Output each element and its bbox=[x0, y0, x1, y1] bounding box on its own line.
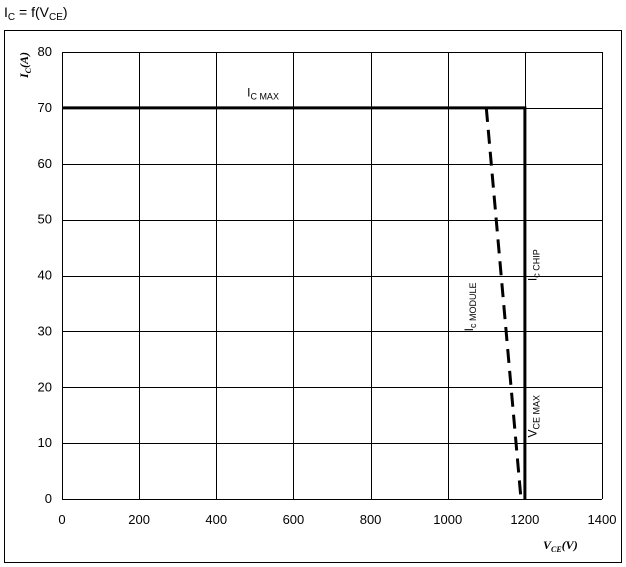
y-tick-label-1: 10 bbox=[38, 435, 52, 450]
tick-labels: 0 200 400 600 800 1000 1200 1400 0 10 20 30 40 50 60 70… bbox=[38, 44, 617, 527]
x-tick-label-5: 1000 bbox=[433, 512, 462, 527]
x-axis-label: VCE(V) bbox=[543, 538, 578, 554]
y-tick-label-3: 30 bbox=[38, 323, 52, 338]
y-axis-label: IC(A) bbox=[17, 52, 33, 79]
x-tick-label-4: 800 bbox=[360, 512, 382, 527]
y-tick-label-2: 20 bbox=[38, 379, 52, 394]
x-tick-label-3: 600 bbox=[283, 512, 305, 527]
y-tick-label-8: 80 bbox=[38, 44, 52, 59]
series-line-1 bbox=[484, 107, 523, 500]
chart-title: IC = f(VCE) bbox=[4, 4, 68, 23]
annotation-2: Ic CHIP bbox=[525, 249, 541, 281]
x-tick-label-0: 0 bbox=[58, 512, 65, 527]
x-tick-label-6: 1200 bbox=[510, 512, 539, 527]
series-line-0 bbox=[62, 106, 527, 499]
y-tick-label-5: 50 bbox=[38, 212, 52, 227]
y-tick-label-0: 0 bbox=[45, 491, 52, 506]
annotations: IC MAX Ic MODULE Ic CHIP VCE MAX bbox=[247, 86, 541, 438]
grid bbox=[62, 52, 603, 500]
outer-frame bbox=[4, 30, 622, 563]
annotation-3: VCE MAX bbox=[525, 395, 541, 438]
annotation-0: IC MAX bbox=[247, 86, 279, 102]
series bbox=[62, 106, 527, 500]
x-tick-label-7: 1400 bbox=[588, 512, 617, 527]
y-tick-label-6: 60 bbox=[38, 156, 52, 171]
x-tick-label-1: 200 bbox=[128, 512, 150, 527]
y-tick-label-7: 70 bbox=[38, 100, 52, 115]
y-tick-label-4: 40 bbox=[38, 268, 52, 283]
x-tick-label-2: 400 bbox=[205, 512, 227, 527]
annotation-1: Ic MODULE bbox=[462, 283, 478, 332]
